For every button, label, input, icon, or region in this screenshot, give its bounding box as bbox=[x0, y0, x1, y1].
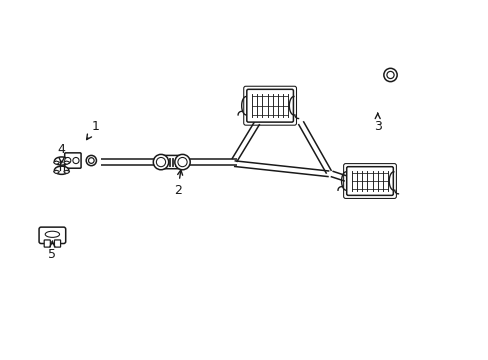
Circle shape bbox=[156, 157, 165, 167]
Wedge shape bbox=[64, 170, 69, 174]
Wedge shape bbox=[54, 170, 59, 174]
Circle shape bbox=[178, 157, 187, 167]
Text: 1: 1 bbox=[86, 120, 100, 140]
Circle shape bbox=[153, 154, 168, 170]
Text: 3: 3 bbox=[373, 113, 381, 133]
Wedge shape bbox=[54, 161, 59, 164]
Circle shape bbox=[64, 157, 71, 163]
FancyBboxPatch shape bbox=[346, 167, 392, 195]
Text: 2: 2 bbox=[174, 170, 182, 197]
FancyBboxPatch shape bbox=[246, 89, 293, 122]
FancyBboxPatch shape bbox=[64, 153, 81, 168]
Text: 5: 5 bbox=[48, 242, 56, 261]
FancyBboxPatch shape bbox=[161, 156, 182, 169]
Circle shape bbox=[88, 158, 94, 163]
Circle shape bbox=[383, 68, 396, 82]
Ellipse shape bbox=[45, 231, 60, 237]
Ellipse shape bbox=[54, 157, 69, 165]
Text: 4: 4 bbox=[58, 143, 65, 163]
FancyBboxPatch shape bbox=[39, 227, 65, 243]
Wedge shape bbox=[64, 161, 69, 164]
Circle shape bbox=[386, 71, 393, 78]
FancyBboxPatch shape bbox=[54, 240, 61, 247]
Circle shape bbox=[86, 156, 96, 166]
Ellipse shape bbox=[54, 166, 69, 174]
Circle shape bbox=[73, 157, 79, 163]
FancyBboxPatch shape bbox=[44, 240, 50, 247]
Circle shape bbox=[175, 154, 190, 170]
